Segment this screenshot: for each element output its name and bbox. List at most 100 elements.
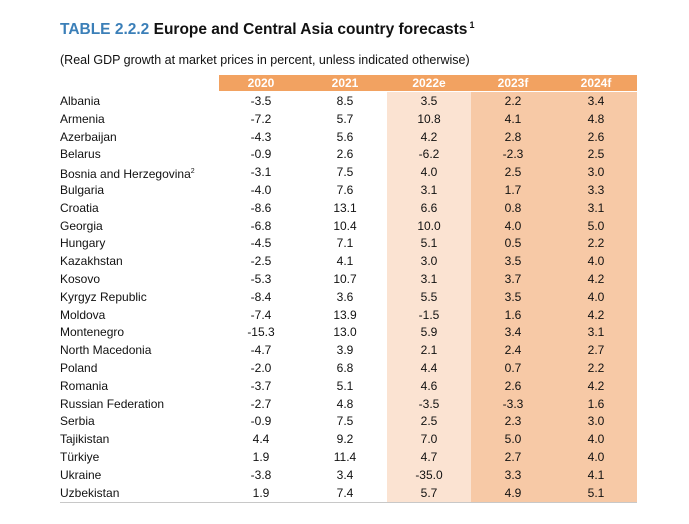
value-cell: 5.7 [420,485,438,500]
country-label: Serbia [60,414,95,429]
value-cell: 5.7 [336,111,354,126]
value-cell: 1.7 [504,182,522,197]
value-cell: 3.6 [336,289,354,304]
value-cell: 4.2 [420,129,438,144]
country-name: Azerbaijan [60,129,219,147]
table-title: TABLE 2.2.2 Europe and Central Asia coun… [60,20,474,39]
value-cell: 5.1 [587,485,605,500]
value-cell: -2.3 [502,147,524,162]
country-name: Poland [60,360,219,378]
value-cell: 3.3 [587,182,605,197]
value-cell: 7.1 [336,236,354,251]
value-cell: 2.2 [504,94,522,108]
value-cell: 6.8 [336,360,354,375]
value-cell: 8.5 [336,94,354,108]
value-cell: -2.5 [250,254,272,269]
table-body: Albania -3.5 8.5 3.5 2.2 3.4 Armenia -7.2 5.7 10.… [60,93,637,502]
value-cell: 3.3 [504,467,522,482]
table-row: Serbia -0.9 7.5 2.5 2.3 3.0 [60,413,637,431]
value-cell: 2.1 [420,343,438,358]
value-cell: 3.5 [504,289,522,304]
value-cell: 4.8 [587,111,605,126]
column-header: 2023f [497,76,529,90]
table-bottom-rule [60,502,637,503]
value-cell: 2.5 [504,165,522,180]
value-cell: 7.6 [336,182,354,197]
forecast-column-shade-2024 [555,92,637,502]
country-label: Ukraine [60,467,102,482]
table-row: Georgia -6.8 10.4 10.0 4.0 5.0 [60,218,637,236]
country-label: Kyrgyz Republic [60,289,147,304]
table-row: Bosnia and Herzegovina2 -3.1 7.5 4.0 2.5 3.0 [60,164,637,182]
value-cell: 4.4 [252,432,270,447]
country-label: Montenegro [60,325,125,340]
value-cell: 2.5 [587,147,605,162]
value-cell: 4.9 [504,485,522,500]
table-row: Kyrgyz Republic -8.4 3.6 5.5 3.5 4.0 [60,289,637,307]
country-name: Croatia [60,200,219,218]
table-row: Bulgaria -4.0 7.6 3.1 1.7 3.3 [60,182,637,200]
column-header: 2020 [247,76,275,90]
value-cell: 4.1 [587,467,605,482]
country-label: Azerbaijan [60,129,117,144]
value-cell: 10.7 [333,271,357,286]
value-cell: 2.3 [504,414,522,429]
country-label: Albania [60,94,101,108]
value-cell: 0.5 [504,236,522,251]
table-row: Hungary -4.5 7.1 5.1 0.5 2.2 [60,235,637,253]
table-row: Poland -2.0 6.8 4.4 0.7 2.2 [60,360,637,378]
value-cell: 5.1 [420,236,438,251]
value-cell: 4.0 [587,449,605,464]
value-cell: -8.6 [250,200,272,215]
country-footnote-marker: 2 [190,167,195,175]
country-name: Belarus [60,146,219,164]
value-cell: 2.6 [336,147,354,162]
value-cell: 5.5 [420,289,438,304]
country-name: North Macedonia [60,342,219,360]
country-label: Türkiye [60,449,100,464]
table-row: North Macedonia -4.7 3.9 2.1 2.4 2.7 [60,342,637,360]
value-cell: 5.9 [420,325,438,340]
value-cell: 2.2 [587,236,605,251]
value-cell: -8.4 [250,289,272,304]
country-name: Montenegro [60,324,219,342]
country-label: Tajikistan [60,432,110,447]
country-label: Uzbekistan [60,485,120,500]
value-cell: -0.9 [250,414,272,429]
value-cell: 9.2 [336,432,354,447]
table-row: Kazakhstan -2.5 4.1 3.0 3.5 4.0 [60,253,637,271]
value-cell: 10.8 [417,111,441,126]
country-name: Türkiye [60,449,219,467]
value-cell: -2.7 [250,396,272,411]
value-cell: -3.7 [250,378,272,393]
country-label: Bosnia and Herzegovina [60,166,191,181]
country-name: Kazakhstan [60,253,219,271]
column-header: 2021 [331,76,359,90]
value-cell: -3.5 [250,94,272,108]
value-cell: 2.5 [420,414,438,429]
country-name: Romania [60,378,219,396]
value-cell: 2.4 [504,343,522,358]
value-cell: 3.5 [420,94,438,108]
value-cell: 4.7 [420,449,438,464]
value-cell: -15.3 [247,325,275,340]
country-name: Albania [60,93,219,111]
value-cell: 13.1 [333,200,357,215]
value-cell: 3.1 [587,200,605,215]
value-cell: -3.1 [250,165,272,180]
country-label: Romania [60,378,109,393]
table-subtitle: (Real GDP growth at market prices in per… [60,53,470,67]
value-cell: 7.0 [420,432,438,447]
table-row: Belarus -0.9 2.6 -6.2 -2.3 2.5 [60,146,637,164]
value-cell: 1.6 [587,396,605,411]
value-cell: 4.1 [336,254,354,269]
value-cell: -3.3 [502,396,524,411]
country-name: Ukraine [60,467,219,485]
country-label: Kazakhstan [60,254,123,269]
value-cell: -4.7 [250,343,272,358]
table-row: Montenegro -15.3 13.0 5.9 3.4 3.1 [60,324,637,342]
value-cell: 4.0 [420,165,438,180]
country-label: Moldova [60,307,106,322]
value-cell: 7.4 [336,485,354,500]
value-cell: -1.5 [418,307,440,322]
